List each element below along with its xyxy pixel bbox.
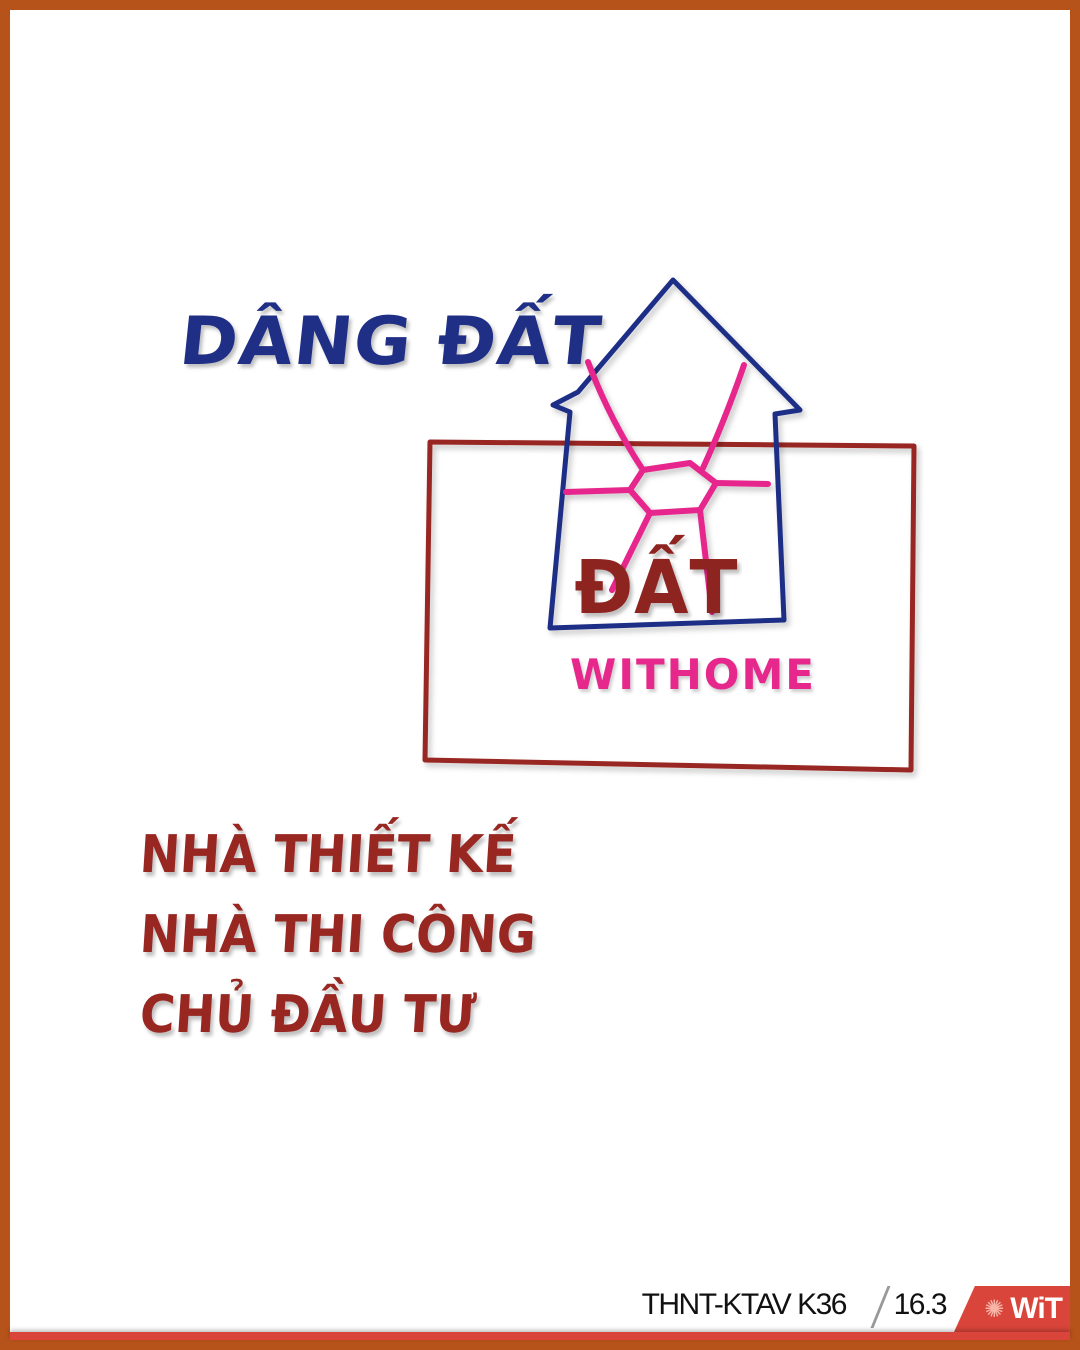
land-rectangle <box>422 439 917 773</box>
structure-network <box>563 359 771 615</box>
footer-divider <box>870 1286 891 1328</box>
sun-icon: ✺ <box>984 1295 1005 1323</box>
house-outline <box>547 277 803 631</box>
footer-rule <box>10 1332 1070 1340</box>
footer-logo: ✺ WiT <box>954 1286 1070 1332</box>
footer-course-code: THNT-KTAV K36 <box>641 1288 848 1321</box>
footer-slide-number: 16.3 <box>893 1288 948 1321</box>
role-designer: NHÀ THIẾT KẾ <box>138 825 518 885</box>
logo-text: WiT <box>1010 1292 1063 1325</box>
footer-bar: THNT-KTAV K36 16.3 ✺ WiT <box>10 1284 1070 1340</box>
role-investor: CHỦ ĐẦU TƯ <box>138 985 478 1045</box>
role-contractor: NHÀ THI CÔNG <box>138 905 538 965</box>
center-label: ĐẤT <box>574 545 739 631</box>
brand-label: WITHOME <box>570 650 816 699</box>
title-label: DÂNG ĐẤT <box>175 302 606 380</box>
